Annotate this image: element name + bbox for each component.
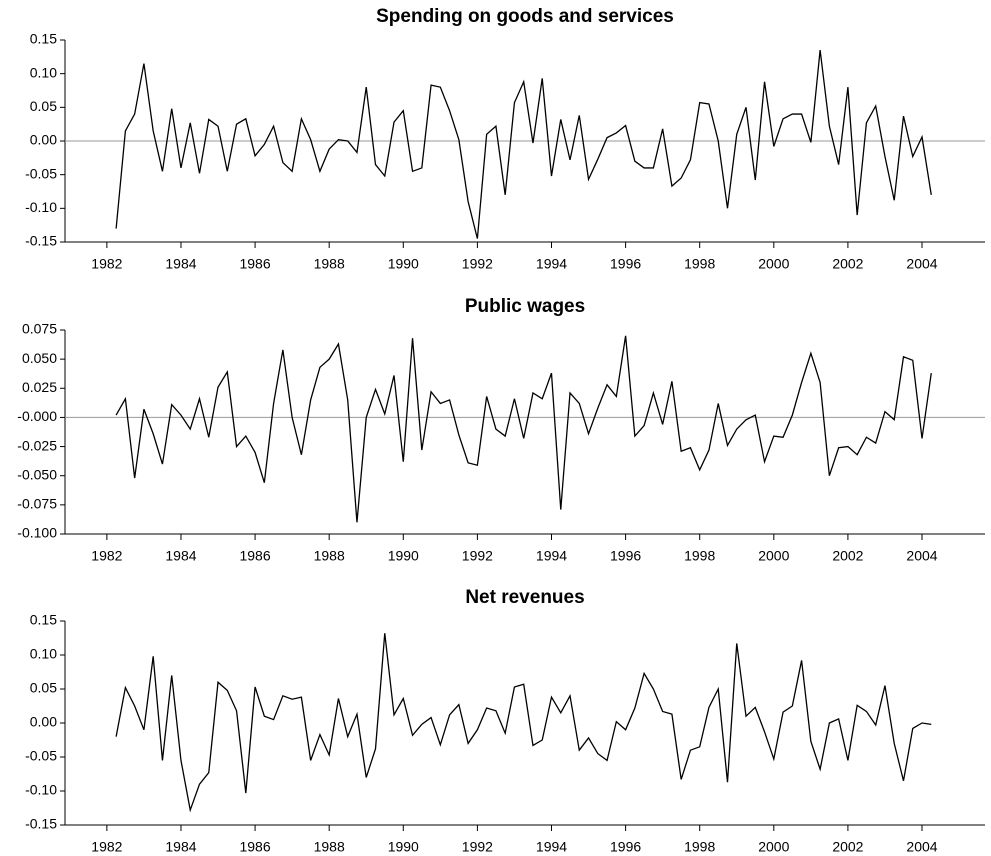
x-tick-label: 2004: [906, 256, 937, 272]
y-tick-label: -0.05: [25, 748, 57, 764]
y-tick-label: 0.15: [30, 31, 57, 47]
x-tick-label: 1984: [165, 548, 196, 564]
x-tick-label: 1994: [536, 256, 567, 272]
x-tick-label: 1984: [165, 839, 196, 855]
x-tick-label: 1984: [165, 256, 196, 272]
y-tick-label: -0.050: [17, 466, 57, 482]
y-tick-label: 0.075: [22, 321, 57, 337]
x-tick-label: 2000: [758, 548, 789, 564]
x-tick-label: 1992: [462, 548, 493, 564]
y-tick-label: -0.15: [25, 233, 57, 249]
chart-title: Net revenues: [465, 587, 584, 608]
x-tick-label: 1988: [314, 256, 345, 272]
x-tick-label: 1986: [239, 548, 270, 564]
x-tick-label: 1998: [684, 256, 715, 272]
x-tick-label: 1994: [536, 839, 567, 855]
x-tick-label: 1992: [462, 839, 493, 855]
x-tick-label: 1990: [388, 839, 419, 855]
y-tick-label: 0.10: [30, 64, 57, 80]
x-tick-label: 2002: [832, 548, 863, 564]
series-line: [115, 633, 932, 813]
chart-title: Public wages: [465, 296, 585, 317]
y-tick-label: -0.15: [25, 816, 57, 832]
x-tick-label: 1982: [91, 548, 122, 564]
x-tick-label: 1986: [239, 839, 270, 855]
y-tick-label: 0.05: [30, 680, 57, 696]
y-tick-label: -0.05: [25, 165, 57, 181]
x-tick-label: 2004: [906, 839, 937, 855]
x-tick-label: 1990: [388, 256, 419, 272]
x-tick-label: 2002: [832, 256, 863, 272]
x-tick-label: 1996: [610, 839, 641, 855]
x-tick-label: 1990: [388, 548, 419, 564]
x-tick-label: 1998: [684, 548, 715, 564]
y-tick-label: 0.15: [30, 612, 57, 628]
y-tick-label: -0.025: [17, 437, 57, 453]
x-tick-label: 1982: [91, 256, 122, 272]
x-tick-label: 1982: [91, 839, 122, 855]
x-tick-label: 1998: [684, 839, 715, 855]
x-tick-label: 1986: [239, 256, 270, 272]
y-tick-label: 0.050: [22, 350, 57, 366]
y-tick-label: 0.00: [30, 714, 57, 730]
y-tick-label: -0.075: [17, 496, 57, 512]
y-tick-label: 0.10: [30, 646, 57, 662]
chart-title: Spending on goods and services: [376, 6, 674, 27]
y-tick-label: -0.000: [17, 408, 57, 424]
series-line: [115, 335, 932, 523]
x-tick-label: 2000: [758, 839, 789, 855]
y-tick-label: 0.05: [30, 98, 57, 114]
x-tick-label: 1992: [462, 256, 493, 272]
y-tick-label: 0.025: [22, 379, 57, 395]
y-tick-label: 0.00: [30, 132, 57, 148]
x-tick-label: 2004: [906, 548, 937, 564]
y-tick-label: -0.100: [17, 525, 57, 541]
x-tick-label: 1988: [314, 548, 345, 564]
y-tick-label: -0.10: [25, 782, 57, 798]
y-tick-label: -0.10: [25, 199, 57, 215]
x-tick-label: 1994: [536, 548, 567, 564]
x-tick-label: 2002: [832, 839, 863, 855]
x-tick-label: 2000: [758, 256, 789, 272]
x-tick-label: 1988: [314, 839, 345, 855]
x-tick-label: 1996: [610, 256, 641, 272]
series-line: [115, 50, 932, 239]
x-tick-label: 1996: [610, 548, 641, 564]
